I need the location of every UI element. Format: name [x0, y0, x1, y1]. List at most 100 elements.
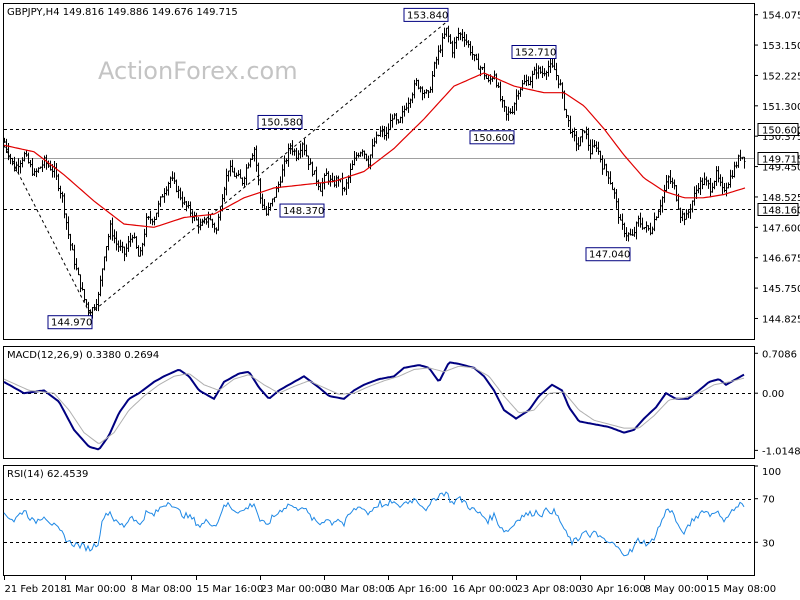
- ohlc-bar: [645, 221, 648, 233]
- ohlc-bar: [353, 151, 356, 166]
- macd-axis-label: 0.7086: [762, 349, 797, 360]
- ohlc-bar: [95, 298, 98, 311]
- ohlc-bar: [49, 160, 52, 171]
- ohlc-bar: [519, 88, 522, 97]
- macd-signal-line: [3, 365, 745, 444]
- ohlc-bar: [77, 267, 80, 276]
- ohlc-bar: [483, 63, 486, 80]
- ohlc-bar: [595, 141, 598, 153]
- ohlc-bar: [553, 58, 556, 71]
- ohlc-bar: [295, 147, 298, 162]
- ohlc-bar: [73, 244, 76, 270]
- ohlc-bar: [97, 291, 100, 312]
- ohlc-bar: [639, 212, 642, 228]
- ohlc-bar: [405, 102, 408, 111]
- ohlc-bar: [285, 158, 288, 164]
- ohlc-bar: [671, 177, 674, 189]
- ohlc-bar: [211, 218, 214, 228]
- rsi-axis-label: 70: [762, 495, 775, 506]
- ohlc-bar: [245, 164, 248, 186]
- ohlc-bar: [545, 70, 548, 80]
- price-axis-label: 151.300: [762, 102, 800, 113]
- ohlc-bar: [301, 142, 304, 158]
- ohlc-bar: [331, 172, 334, 183]
- ohlc-bar: [461, 29, 464, 42]
- ohlc-bar: [147, 215, 150, 220]
- ohlc-bar: [81, 282, 84, 291]
- ohlc-bar: [643, 226, 646, 230]
- ohlc-bar: [497, 82, 500, 88]
- ohlc-bar: [103, 256, 106, 271]
- ohlc-bar: [401, 105, 404, 124]
- ohlc-bar: [261, 193, 264, 209]
- ohlc-bar: [33, 168, 36, 177]
- ohlc-bar: [441, 33, 444, 57]
- moving-average-line: [3, 72, 746, 228]
- ohlc-bar: [35, 168, 38, 178]
- ohlc-bar: [19, 160, 22, 174]
- ohlc-bar: [549, 57, 552, 74]
- ohlc-bar: [583, 130, 586, 134]
- macd-axis-label: -1.0148: [762, 446, 800, 457]
- ohlc-bar: [119, 239, 122, 251]
- ohlc-bar: [287, 143, 290, 167]
- ohlc-bar: [165, 186, 168, 196]
- ohlc-bar: [9, 153, 12, 165]
- ohlc-bar: [79, 274, 82, 293]
- ohlc-bar: [571, 128, 574, 138]
- price-annotation-box: [403, 7, 449, 22]
- x-axis-label: 15 May 08:00: [708, 584, 777, 595]
- ohlc-bar: [153, 216, 156, 226]
- ohlc-bar: [533, 66, 536, 75]
- price-axis-label: 144.825: [762, 314, 800, 325]
- ohlc-bar: [573, 127, 576, 142]
- ohlc-bar: [199, 218, 202, 231]
- ohlc-bar: [17, 158, 20, 174]
- ohlc-bar: [641, 217, 644, 230]
- ohlc-bar: [55, 163, 58, 181]
- ohlc-bar: [141, 242, 144, 256]
- ohlc-bar: [363, 150, 366, 160]
- ohlc-bar: [325, 168, 328, 176]
- ohlc-bar: [111, 217, 114, 241]
- ohlc-bar: [601, 155, 604, 175]
- ohlc-bar: [505, 106, 508, 121]
- ohlc-bar: [465, 34, 468, 46]
- ohlc-bar: [473, 54, 476, 62]
- ohlc-bar: [37, 167, 40, 173]
- ohlc-bar: [225, 168, 228, 196]
- ohlc-bar: [137, 245, 140, 257]
- ohlc-bar: [383, 126, 386, 140]
- ohlc-bar: [131, 234, 134, 243]
- ohlc-bar: [93, 304, 96, 311]
- ohlc-bar: [63, 193, 66, 219]
- ohlc-bar: [163, 188, 166, 203]
- ohlc-bar: [515, 89, 518, 111]
- ohlc-bar: [335, 175, 338, 188]
- price-annotation-box: [469, 130, 515, 145]
- x-axis-label: 23 Mar 00:00: [261, 584, 328, 595]
- ohlc-bar: [305, 144, 308, 157]
- macd-pane-frame: [3, 346, 755, 459]
- ohlc-bar: [11, 157, 14, 166]
- ohlc-bar: [361, 149, 364, 157]
- ohlc-bar: [737, 154, 740, 168]
- ohlc-bar: [247, 162, 250, 169]
- price-annotation-label: 147.040: [589, 250, 630, 261]
- ohlc-bar: [105, 245, 108, 262]
- ohlc-bar: [31, 157, 34, 177]
- ohlc-bar: [539, 66, 542, 74]
- ohlc-bar: [263, 199, 266, 210]
- ohlc-bar: [631, 229, 634, 236]
- ohlc-bar: [289, 143, 292, 155]
- ohlc-bar: [25, 150, 28, 157]
- ohlc-bar: [487, 74, 490, 83]
- ohlc-bar: [491, 76, 494, 82]
- ohlc-bar: [649, 222, 652, 236]
- ohlc-bar: [215, 227, 218, 235]
- ohlc-bar: [139, 247, 142, 257]
- ohlc-bar: [565, 108, 568, 119]
- ohlc-bar: [175, 179, 178, 193]
- ohlc-bar: [685, 209, 688, 220]
- price-axis-label: 147.600: [762, 223, 800, 234]
